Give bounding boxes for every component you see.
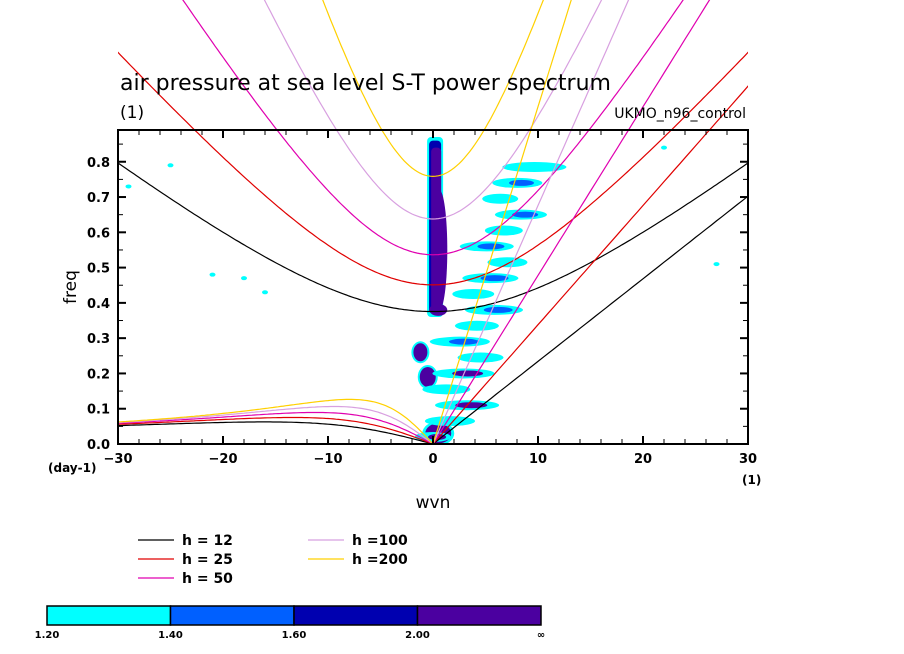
contour-region (661, 145, 667, 150)
rossby-curve (118, 421, 434, 444)
y-tick-label: 0.0 (87, 438, 110, 453)
legend-label: h =100 (352, 533, 408, 549)
contour-region (449, 338, 480, 345)
dispersion-curves (118, 0, 748, 444)
rossby-curve (118, 398, 434, 444)
inertia-gravity-curve (182, 0, 684, 256)
rossby-curve (118, 416, 434, 444)
contour-fills (125, 137, 720, 443)
y-tick-label: 0.5 (87, 262, 110, 277)
legend: h = 12 h = 25 h = 50 h =100 h =200 (138, 533, 408, 587)
axis-tick-labels: −30 −20 −10 0 10 20 30 0.0 0.1 0.2 0.3 0.4 0.5 0.6 0.7… (87, 156, 757, 467)
colorbar: 1.20 1.40 1.60 2.00 ∞ (35, 605, 545, 641)
contour-region (262, 290, 268, 295)
colorbar-label: 1.60 (282, 630, 307, 641)
x-tick-label: 0 (428, 452, 437, 467)
contour-region (167, 163, 174, 168)
contour-region (424, 416, 475, 427)
contour-region (125, 184, 132, 189)
colorbar-segment (169, 605, 295, 626)
contour-region (482, 193, 519, 204)
contour-region (452, 289, 495, 300)
legend-label: h = 50 (182, 571, 233, 587)
x-axis-label: wvn (416, 493, 451, 513)
kelvin-curve (432, 195, 748, 444)
contour-region (477, 243, 505, 250)
kelvin-curve (432, 0, 572, 444)
contour-region (487, 257, 528, 268)
kelvin-curve (432, 85, 748, 444)
colorbar-label: 1.20 (35, 630, 60, 641)
contour-region (413, 343, 428, 362)
legend-label: h = 12 (182, 533, 233, 549)
inertia-gravity-curve (322, 0, 544, 178)
contour-region (429, 303, 448, 316)
inertia-gravity-curve (263, 0, 603, 220)
colorbar-label: 1.40 (158, 630, 183, 641)
x-tick-label: −30 (104, 452, 133, 467)
contour-region (454, 320, 499, 331)
x-tick-label: −10 (314, 452, 343, 467)
y-tick-label: 0.1 (87, 403, 110, 418)
y-tick-label: 0.6 (87, 226, 110, 241)
legend-label: h =200 (352, 552, 408, 568)
y-axis-unit: (day-1) (48, 461, 96, 475)
contour-region (713, 262, 720, 267)
axis-ticks (117, 130, 749, 445)
colorbar-label: ∞ (537, 630, 545, 641)
contour-region (457, 352, 504, 363)
contour-region (484, 225, 523, 236)
x-tick-label: 30 (739, 452, 757, 467)
contour-region (422, 384, 471, 395)
contour-region (480, 275, 509, 282)
contour-region (431, 189, 448, 310)
colorbar-segment (46, 605, 172, 626)
chart-subtitle-right: UKMO_n96_control (614, 106, 746, 122)
contour-region (419, 366, 436, 387)
y-tick-label: 0.8 (87, 156, 110, 171)
chart-subtitle-left: (1) (120, 103, 144, 123)
inertia-gravity-curve (118, 162, 748, 313)
x-tick-label: 20 (634, 452, 652, 467)
contour-region (455, 402, 488, 409)
y-tick-label: 0.2 (87, 367, 110, 382)
chart-title: air pressure at sea level S-T power spec… (120, 71, 611, 96)
inertia-gravity-curve (118, 51, 748, 286)
contour-region (509, 179, 535, 186)
colorbar-segment (416, 605, 542, 626)
x-tick-label: 10 (529, 452, 547, 467)
x-tick-label: −20 (209, 452, 238, 467)
y-tick-label: 0.7 (87, 191, 110, 206)
contour-region (512, 211, 539, 218)
y-tick-label: 0.4 (87, 297, 110, 312)
legend-label: h = 25 (182, 552, 233, 568)
x-axis-unit: (1) (742, 473, 761, 487)
contour-region (241, 276, 247, 281)
rossby-curve (118, 405, 434, 444)
contour-region (209, 272, 216, 277)
y-axis-label: freq (61, 270, 81, 304)
kelvin-curve (432, 0, 711, 444)
rossby-curve (118, 411, 434, 444)
colorbar-segment (293, 605, 419, 626)
contour-region (483, 306, 513, 313)
kelvin-curve (432, 0, 630, 444)
y-tick-label: 0.3 (87, 332, 110, 347)
colorbar-label: 2.00 (405, 630, 430, 641)
